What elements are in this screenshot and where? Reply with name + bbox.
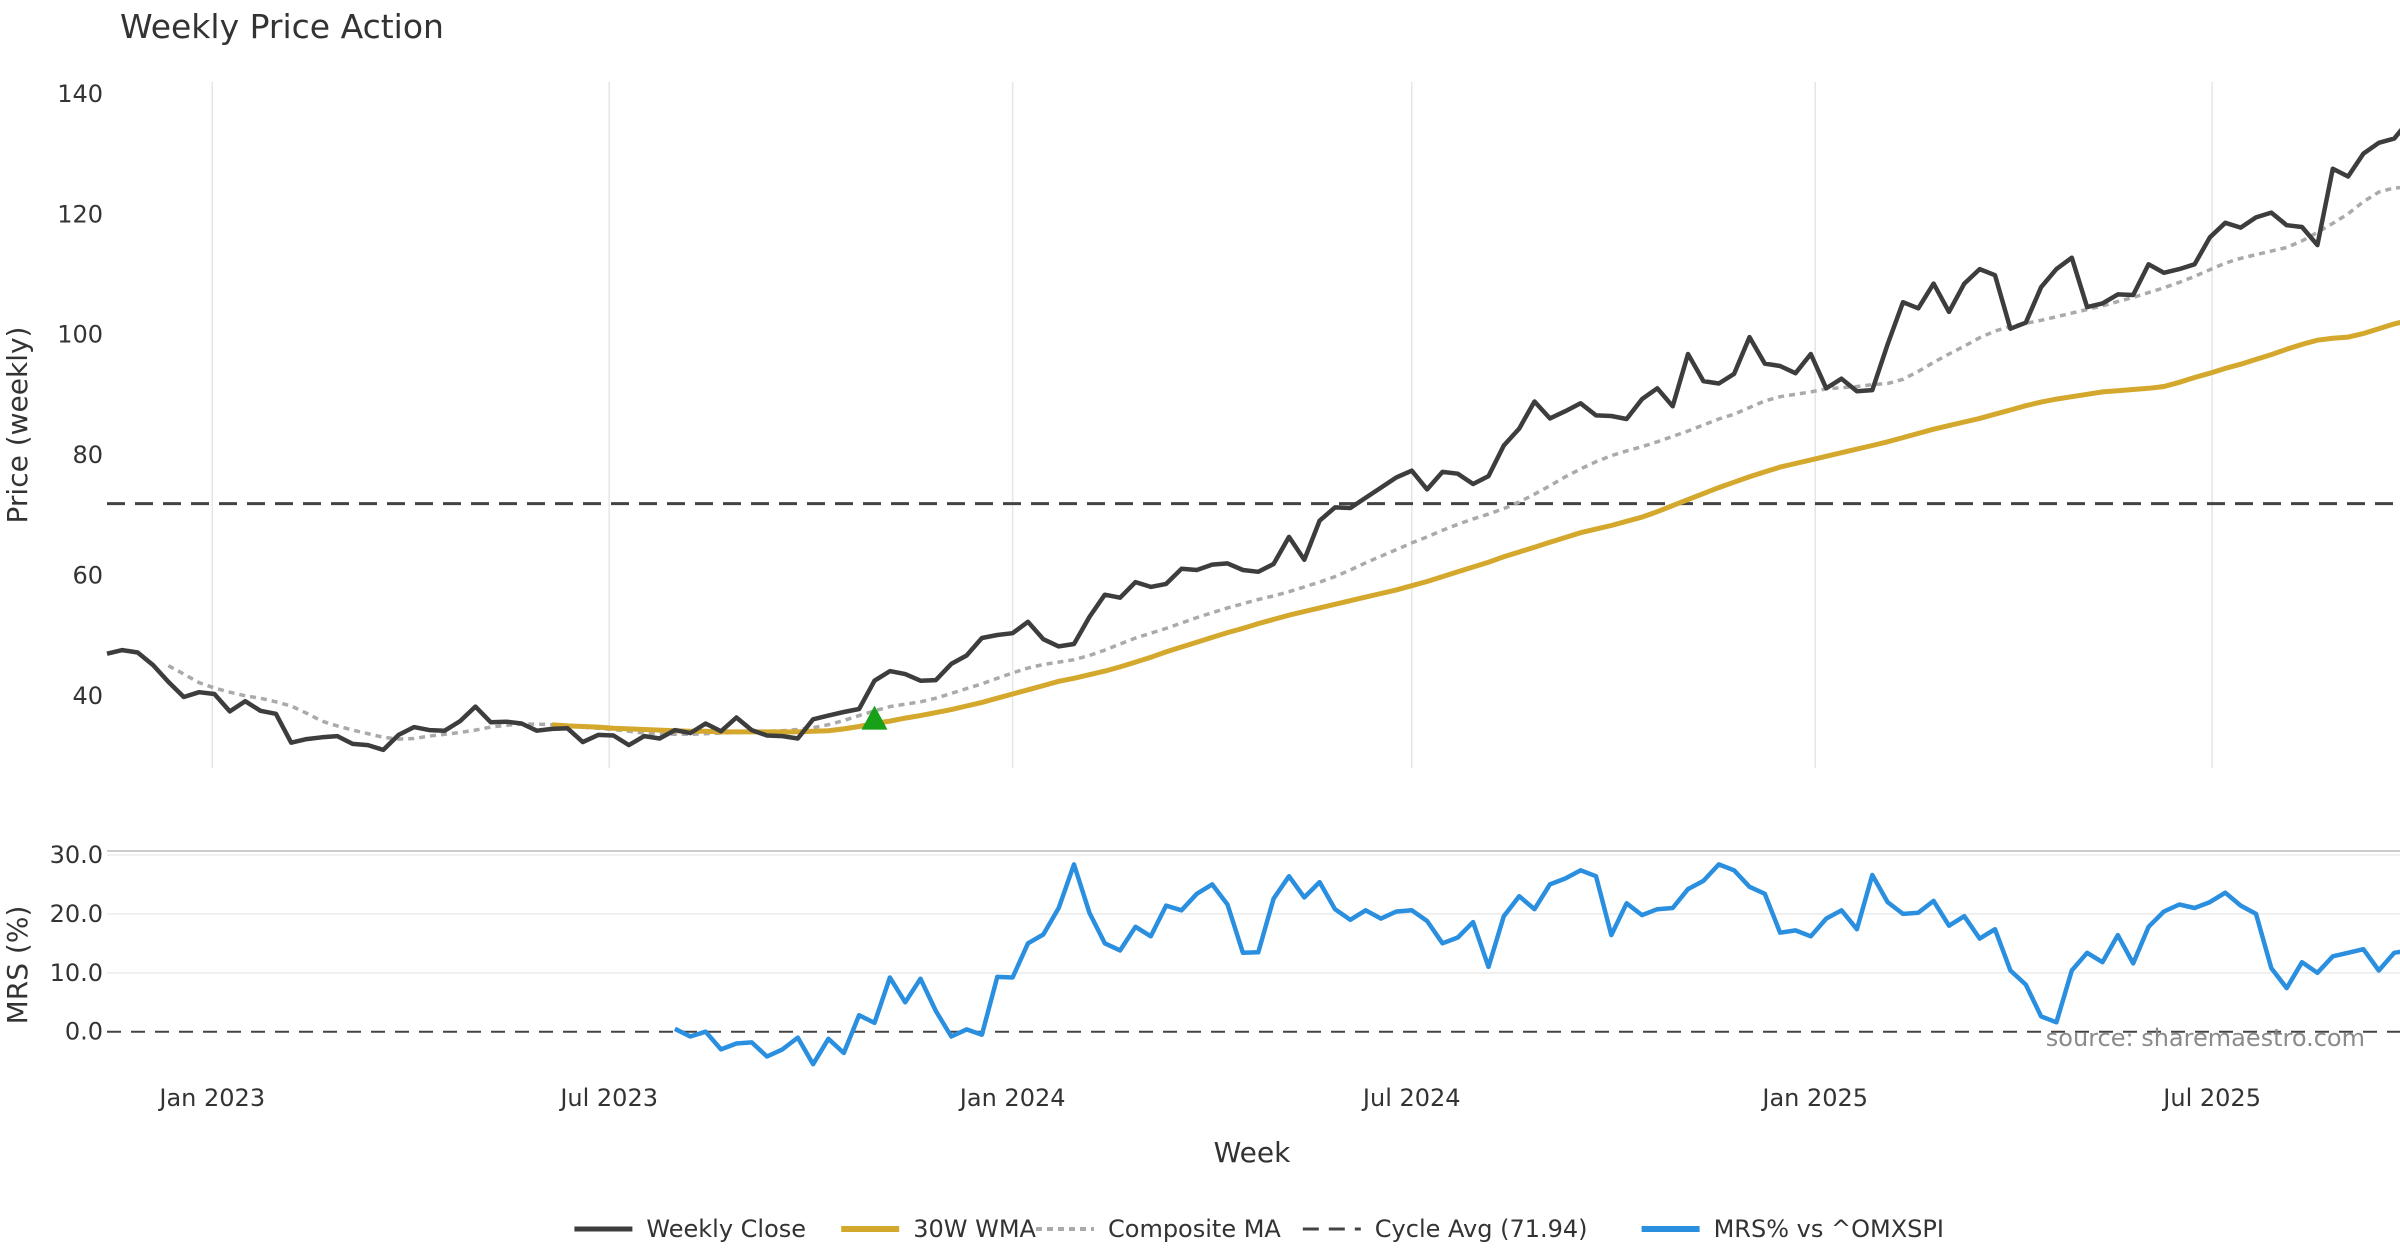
mrs-y-ticks: 0.0 10.0 20.0 30.0 xyxy=(50,841,103,1046)
price-y-tick-label: 120 xyxy=(57,200,103,228)
price-y-tick-label: 100 xyxy=(57,321,103,349)
x-tick-label: Jan 2025 xyxy=(1760,1084,1868,1112)
mrs-y-tick-label: 10.0 xyxy=(50,959,103,987)
price-y-tick-label: 60 xyxy=(72,561,103,589)
mrs-y-tick-label: 30.0 xyxy=(50,841,103,869)
legend-label: Cycle Avg (71.94) xyxy=(1375,1215,1588,1243)
mrs-y-tick-label: 20.0 xyxy=(50,900,103,928)
buy-signal-marker xyxy=(861,705,888,730)
price-y-tick-label: 140 xyxy=(57,80,103,108)
x-axis-label: Week xyxy=(1214,1136,1291,1169)
price-panel-grid xyxy=(211,82,2213,768)
x-tick-label: Jul 2023 xyxy=(558,1084,658,1112)
x-tick-label: Jan 2023 xyxy=(157,1084,265,1112)
x-tick-label: Jul 2025 xyxy=(2161,1084,2261,1112)
mrs-y-tick-label: 0.0 xyxy=(65,1018,103,1046)
legend-label: MRS% vs ^OMXSPI xyxy=(1714,1215,1944,1243)
price-y-ticks: 40 60 80 100 120 140 xyxy=(57,80,103,710)
wma-30w-line xyxy=(551,319,2400,735)
legend: Weekly Close 30W WMA Composite MA Cycle Avg… xyxy=(574,1215,1944,1243)
price-y-tick-label: 80 xyxy=(72,441,103,469)
price-y-axis-label: Price (weekly) xyxy=(1,327,34,524)
mrs-line xyxy=(673,862,2400,1067)
mrs-y-axis-label: MRS (%) xyxy=(1,906,34,1025)
x-ticks: Jan 2023 Jul 2023 Jan 2024 Jul 2024 Jan 2025… xyxy=(157,1084,2261,1112)
legend-label: Weekly Close xyxy=(646,1215,806,1243)
legend-label: Composite MA xyxy=(1108,1215,1281,1243)
source-credit: source: sharemaestro.com xyxy=(2046,1024,2365,1052)
composite-ma-line xyxy=(167,185,2400,741)
x-tick-label: Jan 2024 xyxy=(958,1084,1066,1112)
chart-title: Weekly Price Action xyxy=(120,7,444,46)
x-tick-label: Jul 2024 xyxy=(1361,1084,1461,1112)
price-y-tick-label: 40 xyxy=(72,682,103,710)
legend-label: 30W WMA xyxy=(913,1215,1036,1243)
mrs-panel-grid xyxy=(107,854,2400,974)
weekly-close-line xyxy=(106,127,2400,753)
